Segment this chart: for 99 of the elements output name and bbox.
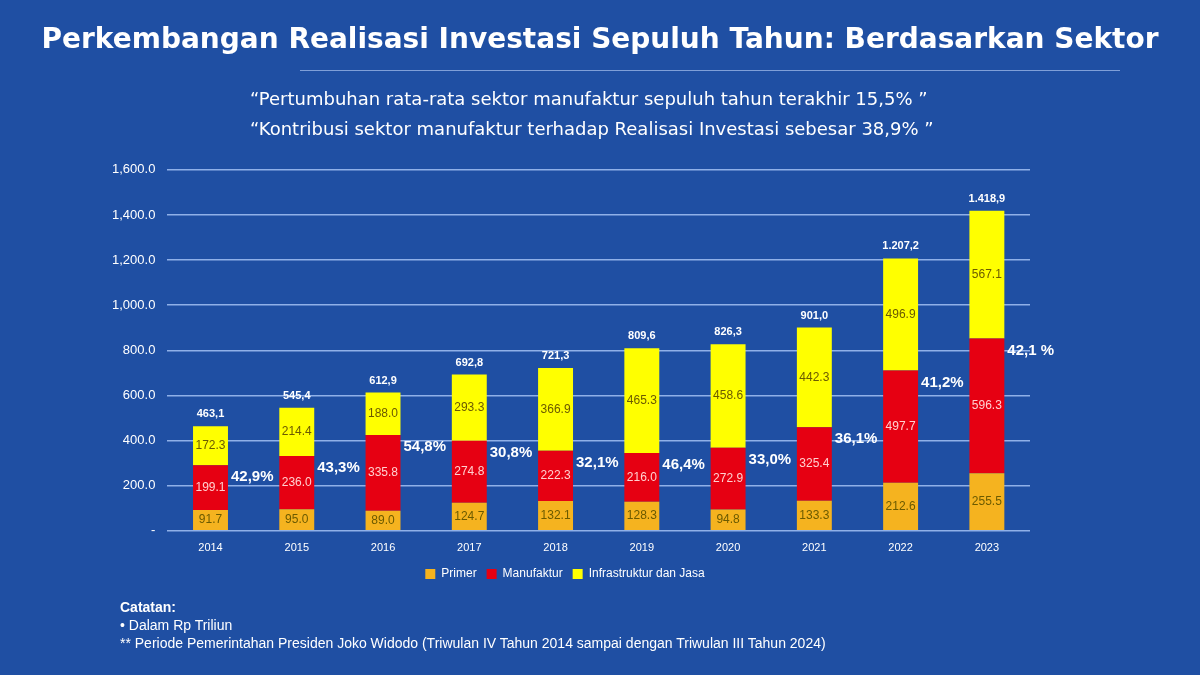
x-tick-label: 2023	[974, 541, 1000, 554]
text: “Pertumbuhan rata-rata sektor manufaktur sepuluh tahun terakhir 15,5% ”	[250, 87, 929, 111]
bar	[969, 473, 1005, 531]
bar	[624, 348, 660, 454]
data-label: 274.8	[454, 463, 485, 478]
data-label: 293.3	[454, 399, 485, 414]
data-label: 236.0	[281, 475, 313, 490]
bar	[710, 344, 746, 448]
annotation: 42,1 %	[1007, 340, 1055, 358]
bar	[883, 370, 919, 483]
annotation: 54,8%	[403, 437, 447, 455]
data-label: 133.3	[799, 507, 830, 522]
text: • Dalam Rp Triliun	[120, 616, 234, 634]
data-label: 128.3	[626, 508, 658, 523]
data-label: 188.0	[368, 406, 399, 421]
data-label: 214.4	[281, 424, 313, 439]
chart-title: Perkembangan Realisasi Investasi Sepuluh Tahun: Berdasarkan Sektor	[40, 22, 1160, 55]
legend-label: Infrastruktur dan Jasa	[588, 566, 706, 581]
y-tick-label: 1,200.0	[112, 251, 156, 267]
x-tick-label: 2017	[457, 541, 482, 554]
bar	[538, 450, 574, 501]
x-tick-label: 2021	[802, 541, 827, 554]
data-label: 465.3	[626, 392, 658, 407]
bar	[365, 434, 401, 511]
data-label: 94.8	[716, 512, 741, 527]
annotation: 43,3%	[317, 458, 360, 476]
total-label: 1.207,2	[882, 239, 919, 252]
bar	[193, 465, 228, 511]
data-label: 335.8	[368, 465, 399, 480]
x-tick-label: 2020	[715, 541, 741, 554]
annotation: 32,1%	[576, 452, 619, 470]
annotation: 42,9%	[230, 467, 274, 485]
data-label: 199.1	[195, 479, 226, 494]
bar	[883, 258, 919, 371]
total-label: 545,4	[283, 388, 312, 401]
total-label: 612,9	[369, 373, 397, 386]
x-tick-label: 2014	[198, 541, 223, 554]
x-tick-label: 2022	[888, 541, 913, 554]
data-label: 325.4	[799, 456, 830, 471]
data-label: 255.5	[971, 493, 1003, 508]
annotation: 41,2%	[921, 372, 964, 390]
data-label: 567.1	[971, 266, 1003, 281]
bar	[710, 447, 746, 510]
y-tick-label: -	[151, 522, 156, 538]
total-label: 901,0	[800, 308, 829, 321]
y-tick-label: 1,400.0	[112, 206, 156, 222]
annotation: 33,0%	[748, 449, 792, 467]
bar	[796, 327, 832, 428]
y-tick-label: 800.0	[122, 341, 156, 357]
bar	[969, 210, 1005, 339]
total-label: 1.418,9	[968, 191, 1006, 204]
data-label: 222.3	[540, 468, 571, 483]
data-label: 132.1	[540, 507, 571, 522]
x-tick-label: 2015	[284, 541, 310, 554]
data-label: 95.0	[285, 512, 309, 527]
data-label: 216.0	[626, 469, 658, 484]
data-label: 366.9	[540, 401, 571, 416]
legend-label: Primer	[441, 566, 477, 581]
data-label: 442.3	[799, 369, 830, 384]
data-label: 89.0	[371, 512, 396, 527]
total-label: 809,6	[628, 329, 656, 342]
total-label: 721,3	[541, 349, 570, 362]
text: “Kontribusi sektor manufaktur terhadap Realisasi Investasi sebesar 38,9% ”	[250, 117, 935, 141]
annotation: 30,8%	[489, 442, 533, 460]
data-label: 124.7	[454, 508, 485, 523]
bar	[279, 456, 315, 510]
data-label: 496.9	[885, 306, 916, 321]
bar	[624, 453, 660, 502]
total-label: 463,1	[196, 407, 225, 420]
bar	[193, 426, 228, 466]
bar	[279, 407, 315, 457]
y-tick-label: 400.0	[122, 432, 156, 448]
x-tick-label: 2016	[370, 541, 396, 554]
legend-label: Manufaktur	[502, 566, 563, 581]
data-label: 458.6	[713, 388, 744, 403]
y-tick-label: 200.0	[122, 477, 156, 493]
data-label: 172.3	[195, 438, 226, 453]
data-label: 272.9	[713, 470, 744, 485]
text: ** Periode Pemerintahan Presiden Joko Widodo (Triwulan IV Tahun 2014 sampai dengan Triwulan III Tahun 2024)	[120, 634, 826, 652]
x-tick-label: 2019	[629, 541, 655, 554]
bar	[538, 368, 574, 451]
bar	[969, 338, 1005, 474]
data-label: 596.3	[971, 398, 1003, 413]
y-tick-label: 600.0	[122, 387, 156, 402]
bar	[796, 427, 832, 501]
bar	[883, 482, 919, 531]
data-label: 212.6	[885, 498, 916, 513]
data-label: 497.7	[885, 419, 916, 433]
y-tick-label: 1,600.0	[112, 161, 156, 177]
data-label: 91.7	[198, 512, 223, 527]
y-tick-label: 1,000.0	[112, 296, 156, 312]
bar	[451, 440, 487, 503]
annotation: 46,4%	[662, 455, 705, 473]
total-label: 692,8	[455, 355, 484, 368]
x-tick-label: 2018	[543, 541, 568, 554]
bar	[451, 374, 487, 441]
text: Catatan:	[120, 598, 177, 616]
annotation: 36,1%	[834, 429, 878, 447]
total-label: 826,3	[714, 325, 742, 338]
